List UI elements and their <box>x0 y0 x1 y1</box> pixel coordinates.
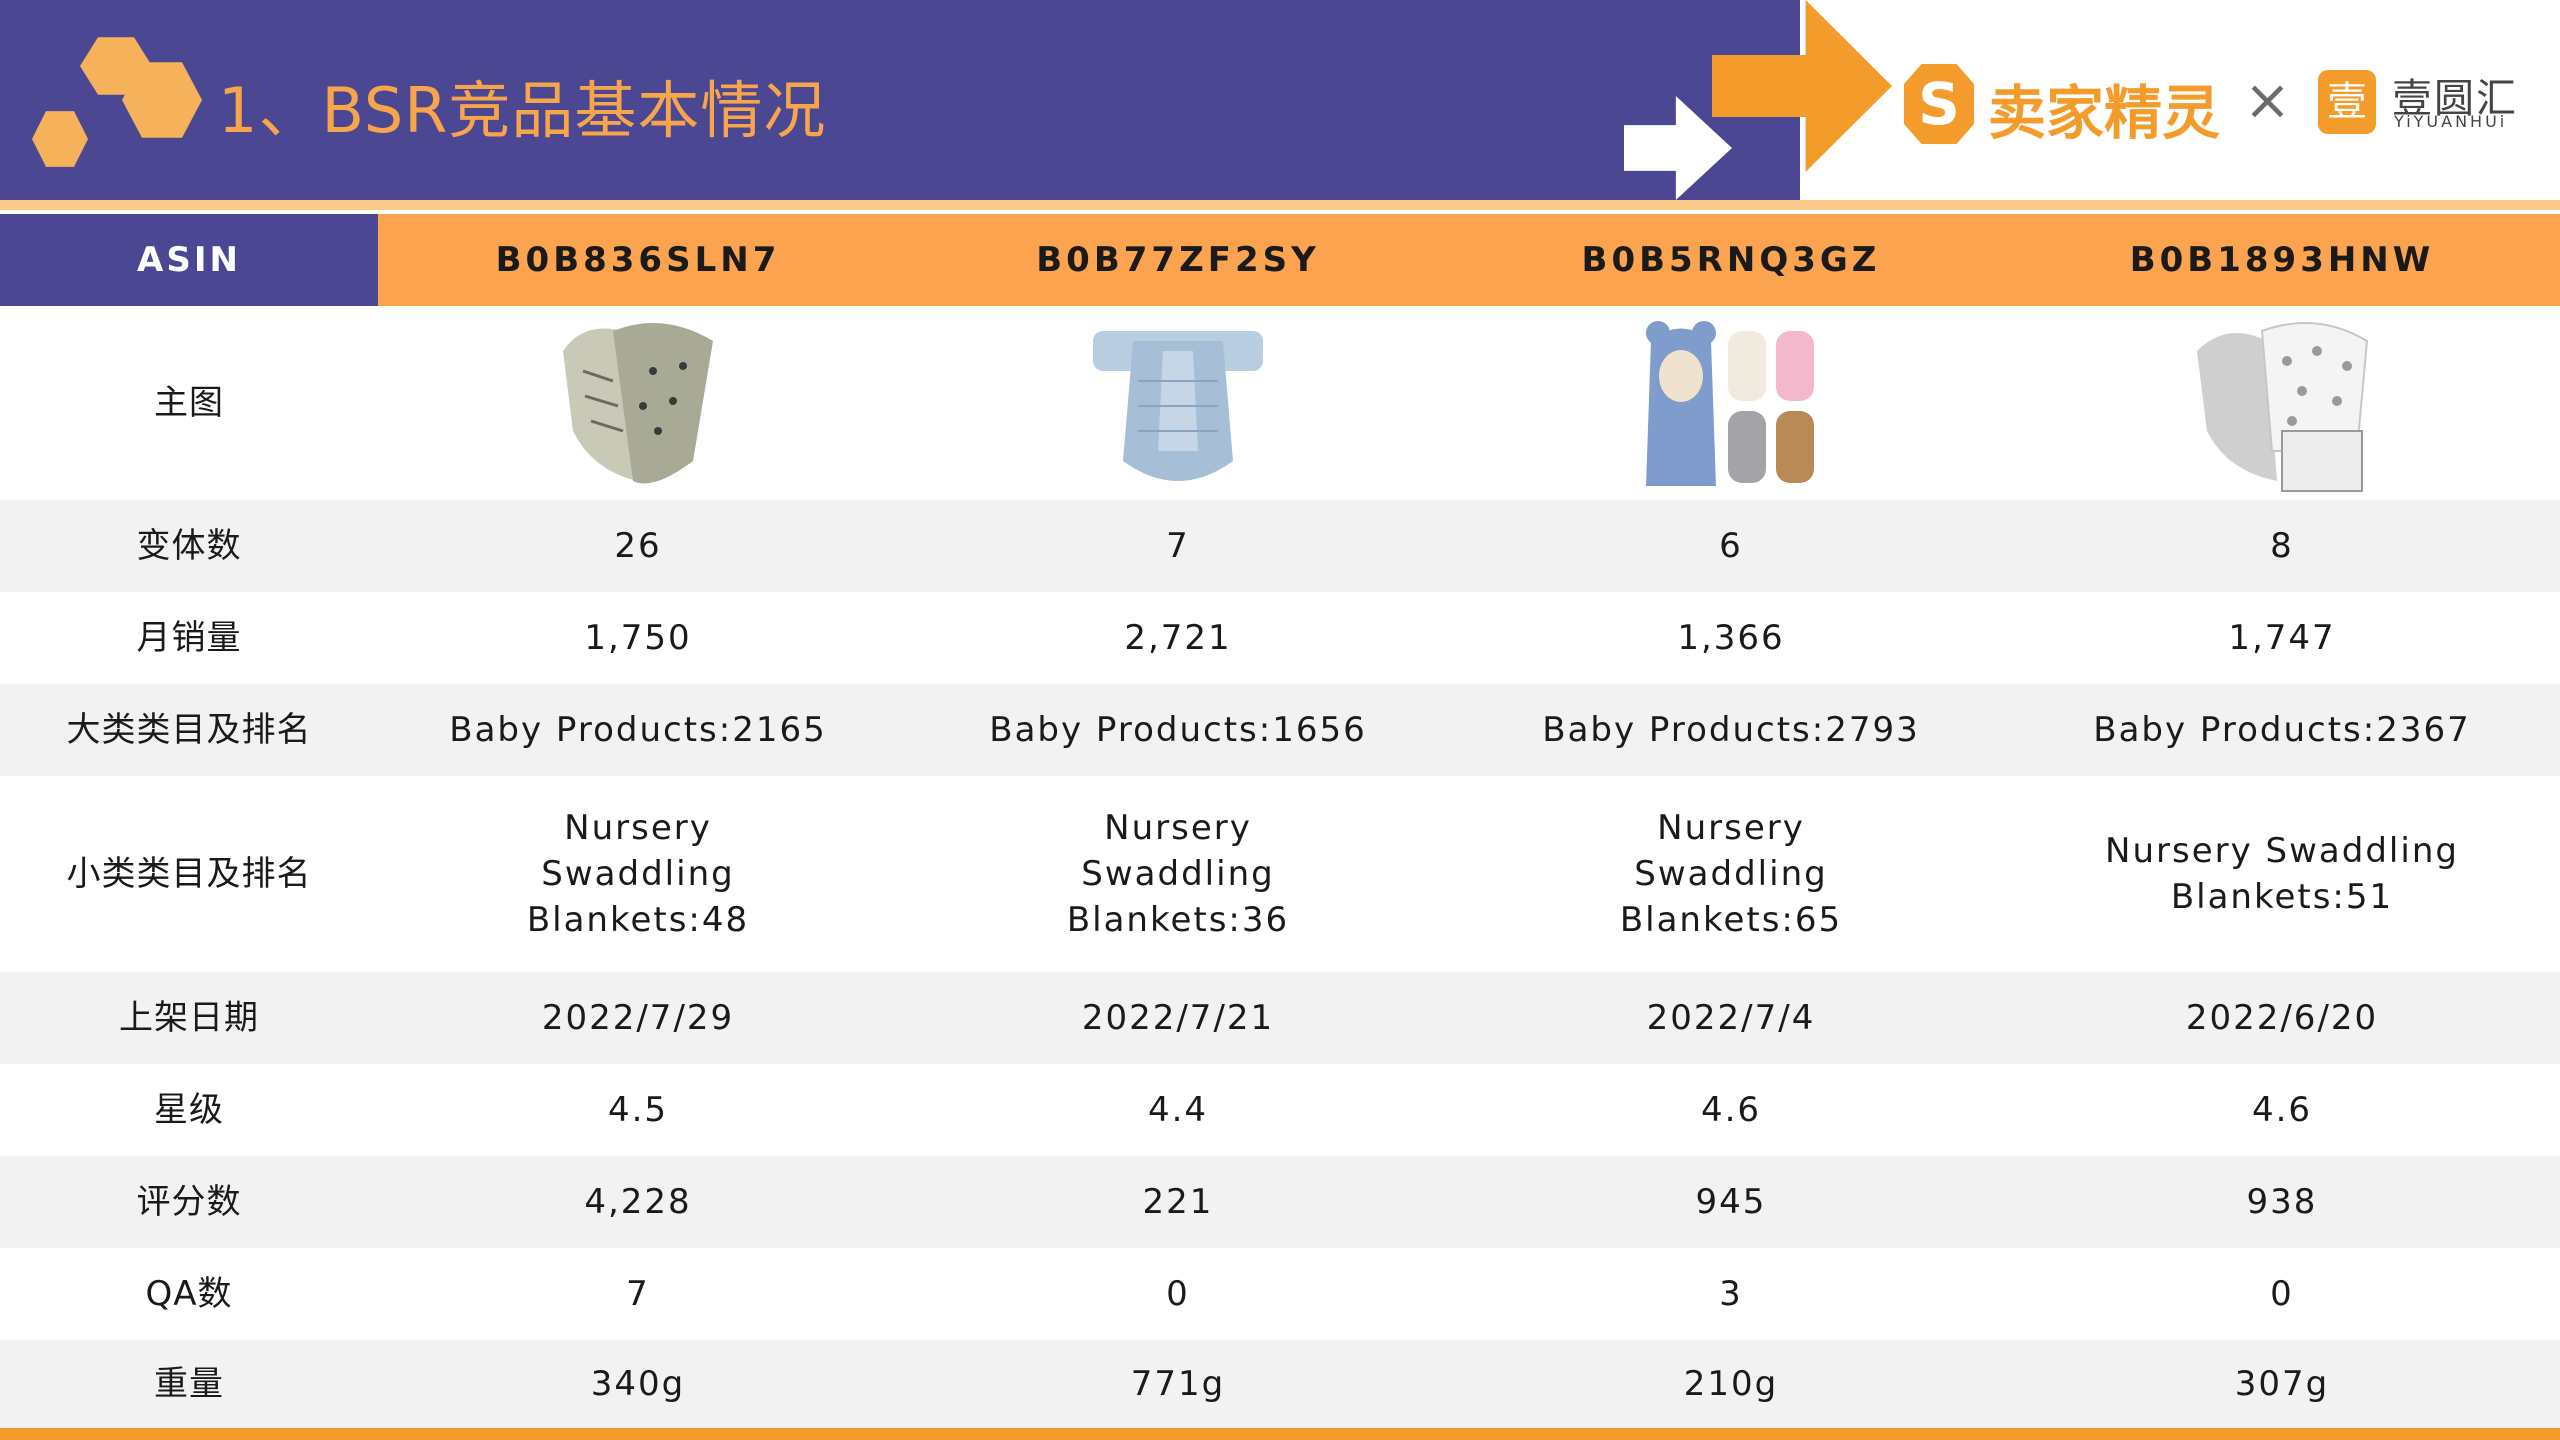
product-image-4 <box>2004 306 2560 500</box>
brand-separator: × <box>2244 68 2291 133</box>
table-cell: Nursery Swaddling Blankets:48 <box>526 808 750 940</box>
table-cell: 2022/7/21 <box>1081 998 1275 1038</box>
product-image-1 <box>378 306 898 500</box>
table-row: QA数 7 0 3 0 <box>0 1248 2560 1340</box>
footer-divider <box>0 1428 2560 1440</box>
row-label: 变体数 <box>136 526 242 566</box>
table-cell: Baby Products:1656 <box>989 710 1367 750</box>
row-label: 小类类目及排名 <box>66 854 312 894</box>
product-image-2 <box>898 306 1458 500</box>
header-divider <box>0 200 2560 210</box>
table-cell: 4.5 <box>607 1090 669 1130</box>
table-cell: 4.6 <box>2251 1090 2313 1130</box>
table-row: 小类类目及排名 Nursery Swaddling Blankets:48 Nu… <box>0 776 2560 972</box>
table-cell: 26 <box>614 526 662 566</box>
sellersprite-logo: S <box>1904 64 1974 144</box>
table-cell: Baby Products:2367 <box>2093 710 2471 750</box>
table-cell: 0 <box>2270 1274 2294 1314</box>
asin-col-1: B0B836SLN7 <box>495 240 781 280</box>
table-cell: 4.4 <box>1147 1090 1209 1130</box>
table-cell: 771g <box>1130 1364 1226 1404</box>
table-cell: 1,750 <box>584 618 692 658</box>
table-cell: 340g <box>590 1364 686 1404</box>
table-cell: 3 <box>1719 1274 1743 1314</box>
row-label: 上架日期 <box>119 998 259 1038</box>
table-row: 星级 4.5 4.4 4.6 4.6 <box>0 1064 2560 1156</box>
table-cell: 1,366 <box>1677 618 1785 658</box>
table-cell: 6 <box>1719 526 1743 566</box>
table-cell: Nursery Swaddling Blankets:36 <box>1066 808 1290 940</box>
header-banner <box>0 0 1800 200</box>
yiyuanhui-logo: 壹 <box>2318 70 2376 134</box>
table-cell: 210g <box>1683 1364 1779 1404</box>
table-cell: 2022/7/29 <box>541 998 735 1038</box>
table-row: 重量 340g 771g 210g 307g <box>0 1340 2560 1428</box>
table-cell: 938 <box>2246 1182 2318 1222</box>
table-row: 大类类目及排名 Baby Products:2165 Baby Products… <box>0 684 2560 776</box>
table-row: 评分数 4,228 221 945 938 <box>0 1156 2560 1248</box>
table-cell: 2,721 <box>1124 618 1232 658</box>
table-cell: 221 <box>1142 1182 1214 1222</box>
row-label: 月销量 <box>136 618 242 658</box>
row-label: 大类类目及排名 <box>66 710 312 750</box>
row-label: 星级 <box>154 1090 224 1130</box>
table-cell: 0 <box>1166 1274 1190 1314</box>
row-label: 主图 <box>154 383 224 423</box>
table-cell: Nursery Swaddling Blankets:51 <box>2105 831 2459 917</box>
table-cell: 4.6 <box>1700 1090 1762 1130</box>
table-cell: 8 <box>2270 526 2294 566</box>
table-row: 上架日期 2022/7/29 2022/7/21 2022/7/4 2022/6… <box>0 972 2560 1064</box>
page-title: 1、BSR竞品基本情况 <box>218 74 827 147</box>
brand-secondary: 壹圆汇 <box>2392 76 2518 122</box>
table-row: 月销量 1,750 2,721 1,366 1,747 <box>0 592 2560 684</box>
table-cell: 307g <box>2234 1364 2330 1404</box>
product-image-3 <box>1458 306 2004 500</box>
row-label: 重量 <box>154 1364 224 1404</box>
table-cell: 7 <box>626 1274 650 1314</box>
table-cell: 7 <box>1166 526 1190 566</box>
table-cell: 4,228 <box>584 1182 692 1222</box>
table-cell: 945 <box>1695 1182 1767 1222</box>
table-row-image: 主图 <box>0 306 2560 500</box>
table-cell: 1,747 <box>2228 618 2336 658</box>
table-cell: 2022/6/20 <box>2185 998 2379 1038</box>
table-cell: Nursery Swaddling Blankets:65 <box>1619 808 1843 940</box>
table-row: 变体数 26 7 6 8 <box>0 500 2560 592</box>
row-label: 评分数 <box>136 1182 242 1222</box>
table-header <box>0 214 2560 306</box>
table-cell: Baby Products:2165 <box>449 710 827 750</box>
asin-col-2: B0B77ZF2SY <box>1036 240 1320 280</box>
brand-primary: 卖家精灵 <box>1988 79 2221 147</box>
asin-header: ASIN <box>0 214 378 306</box>
asin-col-3: B0B5RNQ3GZ <box>1581 240 1881 280</box>
table-cell: Baby Products:2793 <box>1542 710 1920 750</box>
row-label: QA数 <box>145 1274 233 1314</box>
table-cell: 2022/7/4 <box>1646 998 1816 1038</box>
brand-secondary-sub: YiYUANHUi <box>2394 112 2508 131</box>
asin-col-4: B0B1893HNW <box>2129 240 2435 280</box>
